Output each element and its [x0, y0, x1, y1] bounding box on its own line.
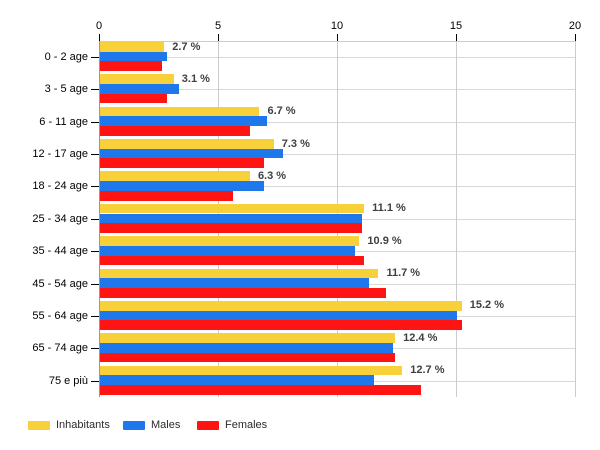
category-label: 0 - 2 age	[44, 51, 88, 63]
category-tick-mark	[91, 218, 99, 220]
category-label: 25 - 34 age	[32, 212, 88, 225]
legend-swatch-males	[123, 420, 145, 430]
category-label: 45 - 54 age	[32, 277, 88, 290]
bar-inhabitants[interactable]	[100, 42, 165, 52]
x-tick-mark	[99, 34, 100, 41]
plot-area: 2.7 % 3.1 % 6.7 % 7.3 % 6.3 % 11.1 % 10.9 % 11.…	[99, 41, 576, 397]
legend-swatch-females	[197, 420, 219, 430]
bar-males[interactable]	[100, 181, 265, 191]
bar-inhabitants[interactable]	[100, 139, 274, 149]
category-label: 35 - 44 age	[32, 245, 88, 258]
bar-males[interactable]	[100, 375, 374, 385]
bar-females[interactable]	[100, 352, 396, 363]
bar-females[interactable]	[100, 158, 265, 169]
value-label: 12.7 %	[410, 364, 445, 377]
bar-males[interactable]	[100, 84, 179, 94]
value-label: 12.4 %	[403, 331, 438, 344]
bar-inhabitants[interactable]	[100, 74, 174, 85]
vertical-gridline	[456, 41, 457, 397]
category-label: 75 e più	[48, 374, 88, 387]
bar-inhabitants[interactable]	[100, 106, 260, 117]
bar-males[interactable]	[100, 116, 267, 127]
bar-females[interactable]	[100, 287, 386, 298]
bar-males[interactable]	[100, 51, 167, 62]
legend-label: Males	[151, 419, 181, 431]
bar-females[interactable]	[100, 61, 162, 72]
category-label: 18 - 24 age	[32, 180, 88, 193]
bar-males[interactable]	[100, 310, 457, 321]
bar-males[interactable]	[100, 148, 284, 159]
category-tick-mark	[91, 57, 99, 58]
bar-females[interactable]	[100, 385, 422, 395]
legend-label: Females	[225, 419, 268, 431]
value-label: 2.7 %	[172, 40, 201, 53]
legend-swatch-inhabitants	[28, 420, 50, 430]
category-tick-mark	[91, 121, 99, 123]
x-tick-mark	[337, 34, 338, 41]
bar-females[interactable]	[100, 126, 250, 136]
legend-item-inhabitants[interactable]: Inhabitants	[28, 418, 110, 432]
x-tick-label: 10	[330, 20, 344, 32]
category-label: 12 - 17 age	[32, 148, 88, 161]
category-tick-mark	[91, 315, 99, 317]
y-axis-line	[99, 41, 100, 397]
bar-males[interactable]	[100, 213, 362, 224]
bar-females[interactable]	[100, 190, 234, 201]
category-label: 3 - 5 age	[44, 83, 88, 96]
category-label: 55 - 64 age	[32, 309, 88, 322]
x-tick-label: 0	[95, 20, 103, 32]
bar-males[interactable]	[100, 245, 355, 256]
category-tick-mark	[91, 154, 99, 156]
category-tick-mark	[91, 283, 99, 285]
value-label: 7.3 %	[281, 137, 310, 150]
category-label: 6 - 11 age	[39, 115, 88, 128]
bar-inhabitants[interactable]	[100, 333, 396, 343]
category-tick-mark	[91, 380, 99, 382]
x-tick-label: 15	[449, 20, 463, 32]
bar-inhabitants[interactable]	[100, 365, 403, 376]
bar-inhabitants[interactable]	[100, 300, 462, 311]
value-label: 6.3 %	[257, 169, 287, 182]
value-label: 11.1 %	[372, 202, 406, 215]
category-tick-mark	[91, 251, 99, 253]
category-tick-mark	[91, 186, 99, 188]
bar-males[interactable]	[100, 278, 369, 288]
x-tick-mark	[218, 34, 219, 41]
legend-item-males[interactable]: Males	[123, 418, 180, 432]
vertical-gridline	[575, 41, 576, 397]
bar-females[interactable]	[100, 255, 365, 266]
value-label: 10.9 %	[367, 234, 402, 247]
bar-inhabitants[interactable]	[100, 268, 379, 279]
bar-inhabitants[interactable]	[100, 203, 365, 214]
x-tick-mark	[575, 34, 576, 41]
value-label: 6.7 %	[267, 105, 296, 118]
bar-females[interactable]	[100, 223, 362, 233]
x-tick-label: 20	[568, 20, 582, 32]
bar-females[interactable]	[100, 93, 167, 104]
bar-inhabitants[interactable]	[100, 171, 250, 182]
value-label: 15.2 %	[469, 299, 504, 312]
x-tick-label: 5	[214, 20, 222, 32]
category-label: 65 - 74 age	[32, 342, 88, 355]
category-tick-mark	[91, 89, 99, 91]
x-tick-mark	[456, 34, 457, 41]
bar-inhabitants[interactable]	[100, 236, 360, 246]
value-label: 11.7 %	[386, 267, 421, 280]
category-tick-mark	[91, 348, 99, 350]
legend: Inhabitants Males Females	[0, 418, 600, 432]
bar-females[interactable]	[100, 320, 462, 330]
legend-label: Inhabitants	[56, 419, 110, 431]
bar-males[interactable]	[100, 342, 393, 353]
legend-item-females[interactable]: Females	[197, 418, 267, 432]
value-label: 3.1 %	[181, 72, 210, 85]
